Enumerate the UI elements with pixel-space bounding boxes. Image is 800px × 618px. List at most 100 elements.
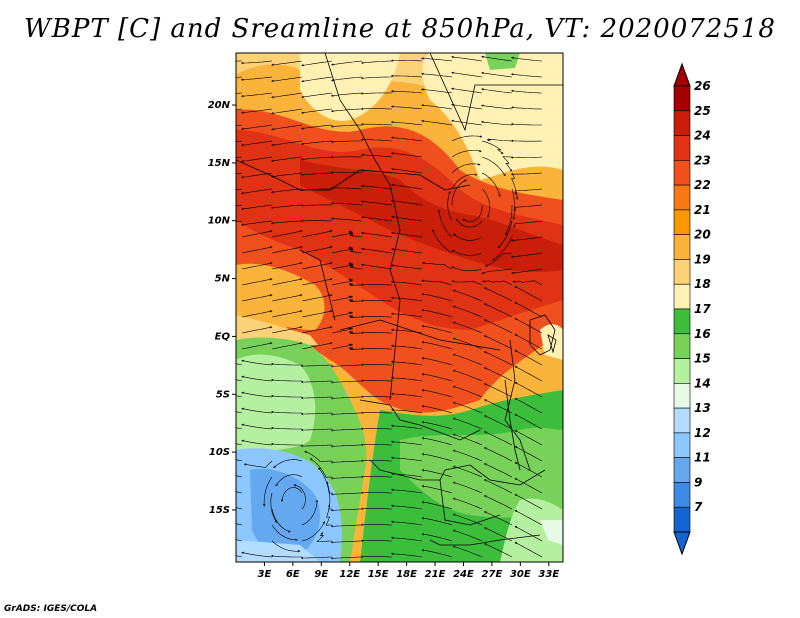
streamline <box>391 247 423 254</box>
streamline <box>421 325 453 334</box>
streamline <box>348 314 363 318</box>
streamline <box>421 88 453 94</box>
streamline <box>391 440 423 446</box>
streamline <box>510 122 542 126</box>
streamline <box>421 469 453 478</box>
streamline <box>301 108 333 114</box>
colorbar-label: 23 <box>694 153 711 167</box>
streamline <box>421 501 453 510</box>
streamline <box>331 327 353 334</box>
streamline <box>361 184 393 190</box>
streamline <box>271 246 303 254</box>
streamline <box>241 551 273 558</box>
streamline <box>236 459 243 462</box>
streamline <box>451 103 483 110</box>
streamline <box>391 488 423 494</box>
streamline <box>391 424 423 430</box>
lon-tick-label: 21E <box>425 569 446 580</box>
border-line-2 <box>429 53 563 132</box>
field-southwest-15 <box>236 354 316 455</box>
streamline <box>330 508 363 512</box>
streamline <box>241 359 273 366</box>
streamline <box>271 278 303 286</box>
streamline <box>391 231 423 238</box>
lon-tick-label: 9E <box>314 569 328 580</box>
border-line-6 <box>339 319 501 351</box>
streamline <box>301 499 319 526</box>
streamline <box>348 298 363 302</box>
streamline <box>452 433 483 446</box>
streamline <box>391 152 423 158</box>
streamline <box>486 138 513 142</box>
field-southeast-15 <box>500 498 563 562</box>
streamline <box>514 446 543 462</box>
colorbar-label: 22 <box>694 178 711 192</box>
colorbar-bottom-arrow <box>673 531 691 556</box>
streamline <box>300 428 333 432</box>
streamline <box>391 264 423 270</box>
streamline <box>360 138 393 142</box>
streamline <box>236 76 243 78</box>
lon-tick-label: 27E <box>482 569 503 580</box>
streamline <box>331 60 363 66</box>
streamline <box>318 467 333 494</box>
streamline <box>511 56 543 62</box>
streamline <box>421 309 453 318</box>
streamline <box>330 412 363 416</box>
streamline <box>511 268 543 275</box>
streamline <box>241 204 273 211</box>
border-line-9 <box>359 399 481 441</box>
streamline <box>481 188 491 218</box>
streamline <box>481 104 513 110</box>
streamline <box>455 218 483 228</box>
streamline <box>483 479 513 494</box>
streamline <box>421 437 453 446</box>
streamline <box>421 72 453 78</box>
streamline <box>361 247 393 254</box>
streamline <box>330 92 363 97</box>
streamline <box>361 231 393 238</box>
streamline <box>331 278 353 286</box>
streamline <box>270 554 302 558</box>
streamline <box>452 321 483 334</box>
lon-tick-label: 18E <box>396 569 417 580</box>
colorbar-swatch <box>673 184 691 211</box>
streamline <box>331 343 353 350</box>
streamline <box>452 465 483 478</box>
streamline <box>512 280 543 286</box>
lat-tick-label: 5N <box>215 274 231 285</box>
streamline <box>451 179 467 206</box>
streamline <box>420 57 453 62</box>
streamline <box>330 540 363 544</box>
streamline <box>301 124 333 130</box>
lat-tick-label: 15S <box>209 505 230 516</box>
border-line-5 <box>299 249 336 321</box>
streamline <box>514 334 543 350</box>
streamline <box>481 172 501 198</box>
streamline <box>300 172 333 176</box>
streamline <box>270 362 302 366</box>
streamline <box>391 183 423 190</box>
colorbar-swatch <box>673 358 691 384</box>
map-title: WBPT [C] and Sreamline at 850hPa, VT: 20… <box>24 14 776 44</box>
streamline <box>452 529 483 542</box>
streamline <box>452 481 483 494</box>
streamline <box>301 60 333 67</box>
streamline <box>452 337 483 350</box>
streamline <box>360 92 393 95</box>
streamline <box>236 220 243 223</box>
streamline <box>514 286 543 302</box>
streamline <box>483 303 513 318</box>
streamline <box>453 233 483 241</box>
streamline <box>271 188 303 194</box>
longitude-ticks: 3E 6E 9E 12E 15E 18E 21E 24E 27E 30E 33E <box>258 562 559 580</box>
streamline <box>421 357 453 366</box>
streamline <box>421 405 453 414</box>
streamline <box>300 412 333 416</box>
streamline <box>361 200 393 206</box>
streamline <box>514 302 543 318</box>
streamline <box>241 230 273 238</box>
colorbar-swatch <box>673 308 691 335</box>
streamline <box>481 140 504 155</box>
